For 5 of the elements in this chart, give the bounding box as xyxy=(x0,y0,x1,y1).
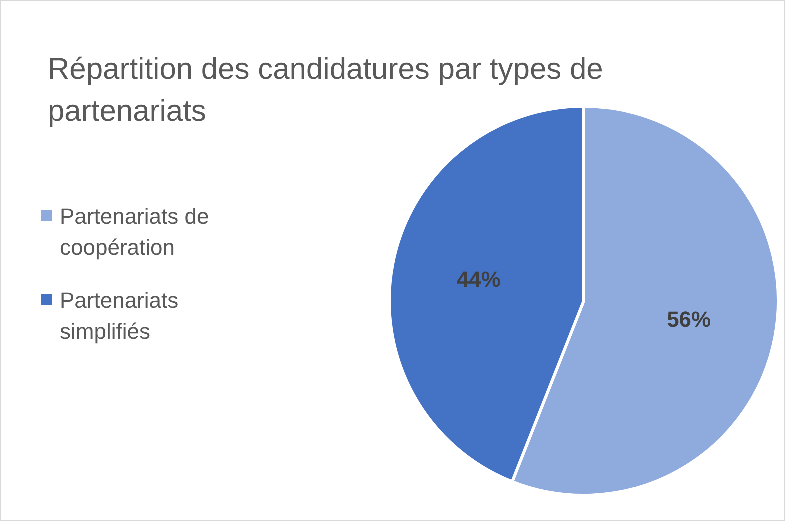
legend-label: Partenariats simplifiés xyxy=(60,287,180,346)
data-label: 44% xyxy=(456,267,501,292)
chart-title: Répartition des candidatures par types de partenariats xyxy=(48,52,604,130)
data-label: 56% xyxy=(667,307,712,332)
legend-label: Partenariats de coopération xyxy=(60,203,210,262)
